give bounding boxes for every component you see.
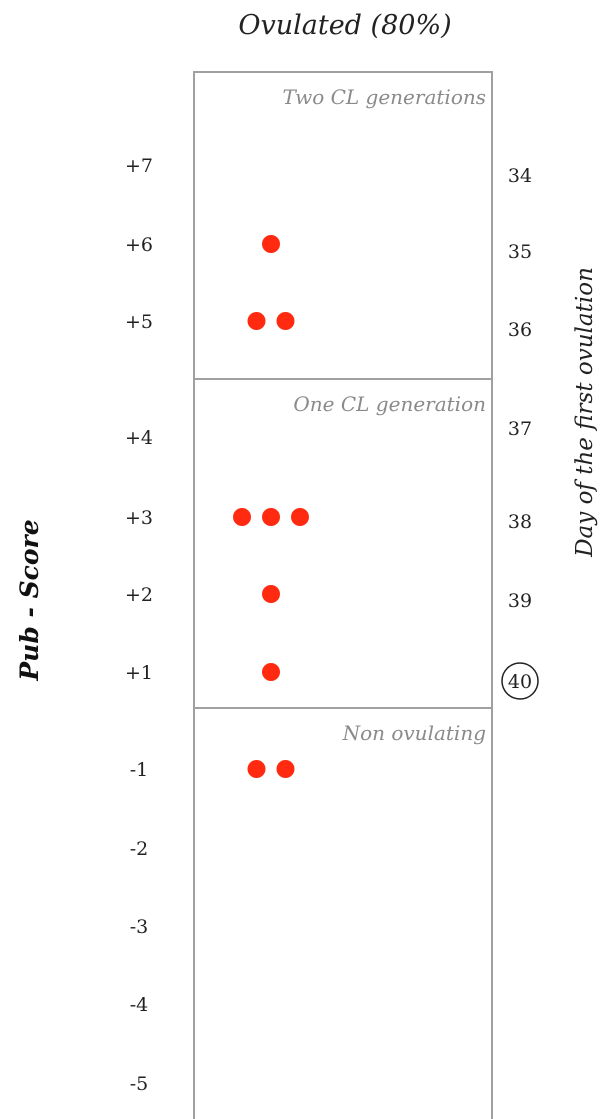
- chart-title: Ovulated (80%): [238, 10, 451, 41]
- panel-labels: Two CL generations One CL generation Non o…: [282, 85, 486, 745]
- day-tick-label: 40: [508, 671, 532, 693]
- panel-label: One CL generation: [293, 392, 486, 416]
- y-axis-label: Pub - Score: [15, 519, 44, 681]
- plot-frame: [193, 71, 493, 1119]
- y-tick-label: +5: [125, 311, 153, 333]
- y-tick-label: -5: [130, 1073, 149, 1095]
- y-tick-label: +1: [125, 662, 153, 684]
- y-axis-ticks: +7 +6 +5 +4 +3 +2 +1 -1 -2 -3 -4 -5: [125, 155, 153, 1095]
- day-tick-label: 37: [508, 418, 532, 440]
- data-point: [262, 663, 280, 681]
- y-tick-label: -1: [130, 759, 149, 781]
- day-tick-label: 38: [508, 511, 532, 533]
- data-point: [262, 585, 280, 603]
- highlight-circle: [501, 662, 539, 700]
- panel-label: Non ovulating: [342, 721, 486, 745]
- data-point: [247, 760, 266, 778]
- panel-label: Two CL generations: [282, 85, 486, 109]
- day-tick-label: 39: [508, 590, 532, 612]
- day-tick-label: 34: [508, 165, 532, 187]
- data-point: [247, 312, 266, 330]
- data-point: [276, 312, 295, 330]
- y-tick-label: +3: [125, 507, 153, 529]
- day-axis-ticks: 34 35 36 37 38 39 40: [501, 165, 539, 700]
- y-tick-label: +2: [125, 584, 153, 606]
- data-point: [262, 235, 280, 253]
- y-tick-label: -3: [130, 916, 149, 938]
- y-tick-label: -4: [130, 994, 149, 1016]
- y2-axis-label: Day of the first ovulation: [572, 267, 598, 558]
- data-point: [291, 508, 309, 526]
- data-point: [276, 760, 295, 778]
- data-point: [262, 508, 280, 526]
- day-tick-label: 36: [508, 319, 532, 341]
- panel-dividers: [194, 378, 492, 709]
- y-tick-label: +7: [125, 155, 153, 177]
- y-tick-label: -2: [130, 838, 149, 860]
- data-point: [233, 508, 251, 526]
- y-tick-label: +6: [125, 234, 153, 256]
- day-tick-label: 35: [508, 241, 532, 263]
- y-tick-label: +4: [125, 427, 153, 449]
- data-points: [233, 235, 309, 778]
